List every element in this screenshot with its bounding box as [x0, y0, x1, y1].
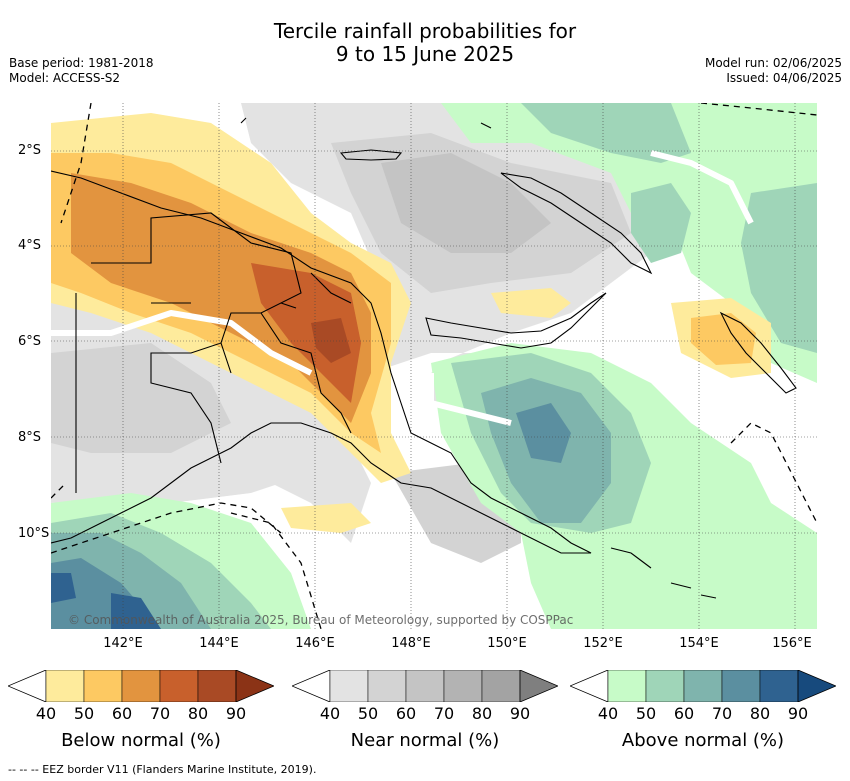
title-line-2: 9 to 15 June 2025 [335, 42, 515, 66]
y-tick: 6°S [18, 334, 42, 349]
gridlines [51, 103, 817, 629]
y-tick: 4°S [18, 238, 42, 253]
colorbar-tick: 40 [597, 704, 619, 723]
meta-right: Model run: 02/06/2025 Issued: 04/06/2025 [705, 56, 842, 86]
colorbar-tick: 80 [749, 704, 771, 723]
colorbar-above-label: Above normal (%) [621, 730, 785, 751]
colorbar-segment [197, 670, 237, 702]
above-normal-southwest-5 [51, 573, 161, 629]
colorbar-segment [405, 670, 445, 702]
colorbar-tick: 50 [635, 704, 657, 723]
below-normal-5 [311, 318, 351, 363]
colorbar-tick: 60 [395, 704, 417, 723]
colorbar-segment [121, 670, 161, 702]
y-tick: 8°S [18, 430, 42, 445]
base-period: Base period: 1981-2018 [9, 56, 154, 70]
colorbar-min-extend [292, 670, 331, 702]
below-normal-east-2 [691, 313, 756, 365]
colorbar-tick: 90 [225, 704, 247, 723]
colorbar-tick: 60 [111, 704, 133, 723]
colorbar-tick: 50 [357, 704, 379, 723]
above-normal-ne [631, 183, 691, 263]
colorbar-segment [481, 670, 521, 702]
eez-footnote: -- -- -- EEZ border V11 (Flanders Marine… [8, 763, 317, 776]
colorbar-tick: 90 [509, 704, 531, 723]
model-run: Model run: 02/06/2025 [704, 56, 842, 70]
colorbar-segment [367, 670, 407, 702]
near-normal-west-dark [51, 343, 231, 453]
colorbar-tick: 80 [471, 704, 493, 723]
y-tick: 10°S [18, 526, 50, 541]
north-islands [240, 117, 492, 309]
rainfall-map [51, 103, 817, 629]
colorbar-tick: 80 [187, 704, 209, 723]
copyright-notice: © Commonwealth of Australia 2025, Bureau… [68, 613, 574, 627]
colorbar-tick: 50 [73, 704, 95, 723]
colorbar-segment [443, 670, 483, 702]
bougainville-coast [719, 311, 797, 394]
manus-coast [339, 149, 403, 161]
colorbar-tick: 70 [149, 704, 171, 723]
colorbar-segment [759, 670, 799, 702]
colorbar-segment [721, 670, 761, 702]
colorbar-tick: 60 [673, 704, 695, 723]
x-tick: 154°E [679, 636, 719, 651]
new-britain-coast [425, 292, 607, 349]
x-tick: 148°E [391, 636, 431, 651]
colorbar-segment [607, 670, 647, 702]
map-panel [51, 103, 817, 629]
below-normal-patch-1 [491, 288, 571, 318]
below-normal-patch-2 [281, 503, 371, 533]
colorbar-below-label: Below normal (%) [61, 730, 221, 751]
issued-date: Issued: 04/06/2025 [726, 71, 842, 85]
x-tick: 156°E [772, 636, 812, 651]
colorbar-max-extend [235, 670, 274, 702]
colorbar-min-extend [570, 670, 609, 702]
x-tick: 144°E [199, 636, 239, 651]
above-normal-north-2 [521, 103, 691, 163]
colorbar-max-extend [519, 670, 558, 702]
colorbar-tick: 40 [319, 704, 341, 723]
y-tick: 2°S [18, 143, 42, 158]
colorbar-tick: 70 [433, 704, 455, 723]
above-normal-central-4 [516, 403, 571, 463]
colorbar-segment [329, 670, 369, 702]
colorbar-above [570, 670, 836, 702]
near-normal-mid2 [381, 153, 551, 253]
colorbar-below [8, 670, 274, 702]
colorbar-tick: 40 [35, 704, 57, 723]
colorbar-near [292, 670, 558, 702]
model-name: Model: ACCESS-S2 [9, 71, 121, 85]
colorbar-segment [645, 670, 685, 702]
colorbar-near-label: Near normal (%) [350, 730, 500, 751]
above-normal-north [441, 103, 817, 383]
x-tick: 152°E [583, 636, 623, 651]
eez-borders [51, 103, 817, 629]
above-normal-east [741, 183, 817, 353]
x-tick: 150°E [487, 636, 527, 651]
x-tick: 142°E [103, 636, 143, 651]
colorbar-segment [683, 670, 723, 702]
province-borders [91, 212, 352, 464]
colorbar-segment [45, 670, 85, 702]
coastlines [51, 117, 797, 599]
below-normal-4 [251, 263, 361, 403]
new-guinea-coast [51, 170, 592, 554]
map-title: Tercile rainfall probabilities for 9 to … [0, 20, 850, 66]
below-normal-3 [71, 173, 371, 423]
x-tick: 146°E [295, 636, 335, 651]
colorbar-tick: 70 [711, 704, 733, 723]
colorbar-tick: 90 [787, 704, 809, 723]
new-ireland-coast [500, 172, 653, 275]
contour-halos [51, 150, 754, 426]
meta-left: Base period: 1981-2018 Model: ACCESS-S2 [9, 56, 154, 86]
colorbar-max-extend [797, 670, 836, 702]
colorbar-segment [83, 670, 123, 702]
title-line-1: Tercile rainfall probabilities for [273, 19, 577, 43]
colorbar-min-extend [8, 670, 47, 702]
colorbar-segment [159, 670, 199, 702]
se-islands [610, 547, 717, 599]
